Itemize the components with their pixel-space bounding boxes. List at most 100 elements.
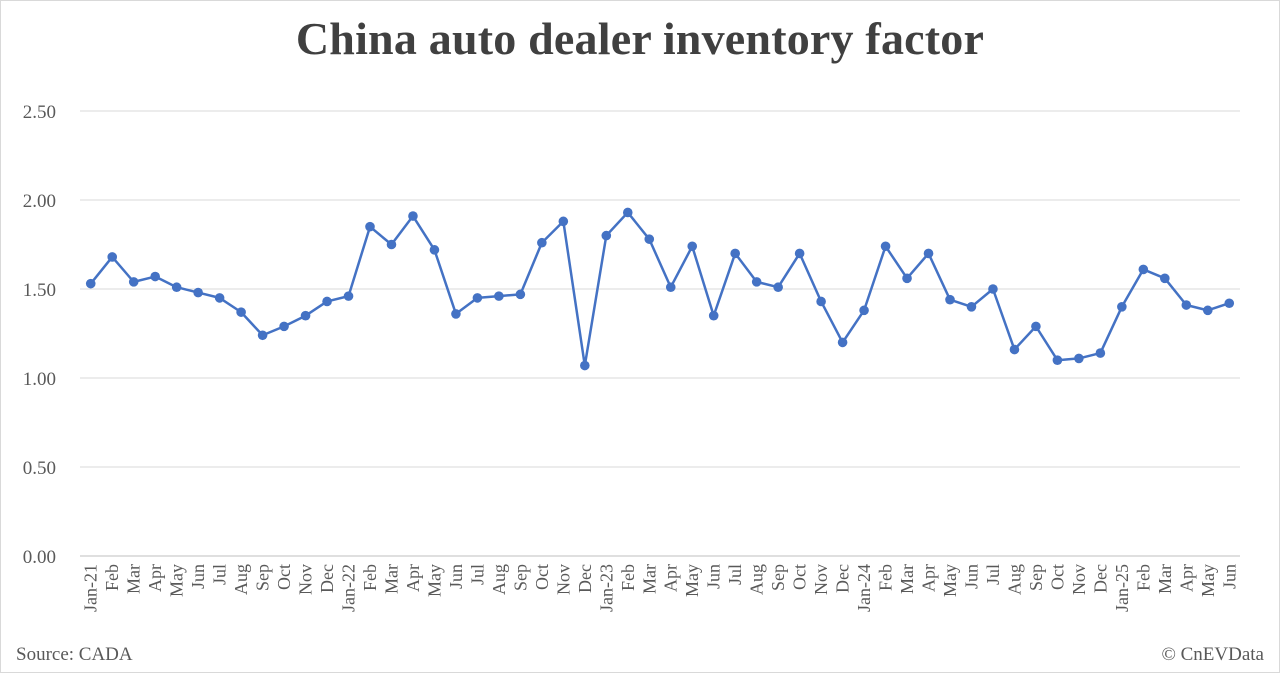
data-point — [601, 230, 612, 241]
x-tick-label: May — [424, 564, 444, 597]
x-tick-label: Jan-25 — [1112, 564, 1132, 612]
x-tick-label: Jun — [961, 564, 981, 589]
x-tick-label: Dec — [1090, 564, 1110, 593]
data-point — [214, 293, 225, 303]
y-tick-label: 1.00 — [23, 369, 56, 390]
x-tick-label: Mar — [124, 564, 144, 594]
x-tick-label: May — [167, 564, 187, 597]
x-tick-label: Aug — [231, 564, 251, 595]
x-tick-label: Feb — [876, 564, 896, 591]
data-point — [1181, 300, 1192, 310]
x-tick-label: Nov — [553, 564, 573, 595]
x-tick-label: Mar — [381, 564, 401, 594]
x-tick-label: Jan-21 — [81, 564, 101, 612]
x-tick-label: Jun — [704, 564, 724, 589]
x-tick-label: Apr — [1176, 564, 1196, 592]
data-point — [236, 307, 246, 317]
x-tick-label: Sep — [253, 564, 273, 591]
data-point — [128, 277, 139, 287]
x-tick-label: Apr — [919, 564, 939, 592]
data-point — [558, 216, 569, 227]
x-tick-label: Nov — [296, 564, 316, 595]
data-point — [494, 291, 504, 301]
x-tick-label: Jul — [467, 564, 487, 585]
data-point — [451, 309, 461, 319]
chart-title: China auto dealer inventory factor — [295, 13, 985, 64]
x-tick-label: Dec — [317, 564, 337, 593]
x-tick-label: Feb — [360, 564, 380, 591]
data-point — [279, 321, 289, 332]
x-tick-label: Jun — [1219, 564, 1239, 589]
data-point — [923, 248, 934, 259]
data-point — [644, 234, 655, 244]
x-tick-label: Feb — [102, 564, 122, 591]
data-point — [150, 271, 160, 282]
data-point — [730, 248, 740, 259]
x-tick-label: Nov — [1069, 564, 1089, 595]
x-tick-label: Aug — [1004, 564, 1024, 595]
x-tick-label: Aug — [747, 564, 767, 595]
x-tick-label: Jun — [446, 564, 466, 589]
source-note: Source: CADA — [16, 644, 133, 665]
data-point — [1031, 321, 1041, 332]
data-point — [988, 284, 998, 294]
x-tick-label: Feb — [1133, 564, 1153, 591]
x-tick-label: Jun — [188, 564, 208, 589]
data-point — [816, 296, 826, 307]
data-point — [343, 291, 354, 301]
data-point — [902, 273, 912, 284]
data-point — [1138, 264, 1149, 275]
x-tick-label: Jan-24 — [854, 564, 874, 612]
y-axis-ticks: 0.00 0.50 1.00 1.50 2.00 2.50 — [23, 102, 56, 568]
y-tick-label: 2.50 — [23, 102, 56, 123]
data-point — [386, 239, 397, 250]
data-point — [687, 241, 698, 252]
x-tick-label: May — [1198, 564, 1218, 597]
data-point — [1224, 298, 1235, 309]
x-tick-label: Oct — [790, 564, 810, 590]
x-tick-label: Dec — [575, 564, 595, 593]
x-tick-label: Apr — [661, 564, 681, 592]
x-tick-label: Oct — [532, 564, 552, 590]
data-point — [966, 302, 977, 312]
x-tick-label: Oct — [274, 564, 294, 590]
data-point — [880, 241, 891, 252]
x-tick-label: May — [940, 564, 960, 597]
x-tick-label: Oct — [1047, 564, 1067, 590]
x-tick-label: Mar — [639, 564, 659, 594]
y-tick-label: 1.50 — [23, 280, 56, 301]
data-point — [794, 248, 805, 259]
data-point — [773, 282, 783, 293]
x-tick-label: Dec — [833, 564, 853, 593]
x-tick-label: Jul — [725, 564, 745, 585]
x-tick-label: Apr — [145, 564, 165, 592]
data-point — [429, 245, 440, 255]
x-tick-label: Sep — [510, 564, 530, 591]
data-point — [859, 305, 869, 316]
data-point — [1052, 355, 1063, 366]
x-tick-label: Sep — [1026, 564, 1046, 591]
data-point — [472, 293, 483, 303]
x-tick-label: Mar — [897, 564, 917, 594]
x-axis-ticks: Jan-21 Feb Mar Apr May Jun Jul Aug Sep Oct Nov Dec J… — [81, 564, 1240, 612]
data-point — [1009, 344, 1020, 355]
data-point — [257, 330, 268, 341]
x-tick-label: Jan-22 — [339, 564, 359, 612]
data-point — [837, 337, 848, 348]
data-point — [1117, 302, 1127, 312]
copyright-note: © CnEVData — [1161, 644, 1264, 665]
data-point — [580, 360, 590, 371]
data-point — [708, 310, 719, 321]
x-tick-label: Jan-23 — [596, 564, 616, 612]
x-tick-label: May — [682, 564, 702, 597]
data-point — [537, 237, 547, 248]
y-tick-label: 2.00 — [23, 191, 56, 212]
x-tick-label: Feb — [618, 564, 638, 591]
gridlines — [80, 110, 1240, 557]
data-point — [515, 289, 526, 300]
data-point — [945, 294, 955, 305]
data-point — [1160, 273, 1170, 284]
data-point — [193, 287, 203, 298]
